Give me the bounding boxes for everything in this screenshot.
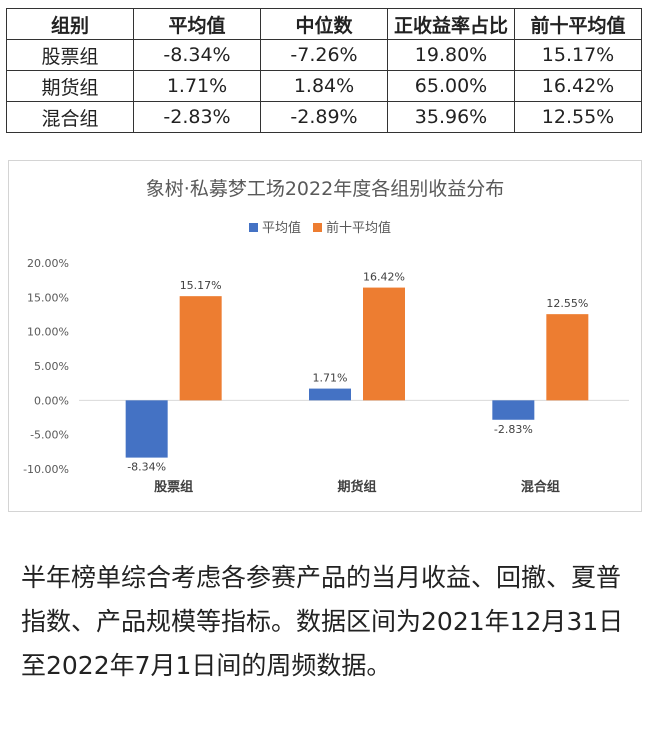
legend-swatch [313,223,322,232]
cell-median: -7.26% [260,39,388,71]
y-tick-label: 0.00% [34,394,69,407]
y-tick-label: 15.00% [27,291,69,304]
cell-positive-ratio: 19.80% [387,39,515,71]
cell-group: 股票组 [6,39,134,71]
cell-mean: 1.71% [133,70,261,102]
x-category-label: 混合组 [521,479,560,495]
header-median: 中位数 [260,8,388,40]
table-row: 混合组 -2.83% -2.89% 35.96% 12.55% [6,101,642,133]
y-tick-label: 5.00% [34,360,69,373]
header-positive-ratio: 正收益率占比 [387,8,515,40]
data-label: 12.55% [546,297,588,310]
cell-median: 1.84% [260,70,388,102]
stats-table: 组别 平均值 中位数 正收益率占比 前十平均值 股票组 -8.34% -7.26… [6,8,642,133]
cell-top10-mean: 16.42% [514,70,642,102]
bar-series-group: -8.34% 15.17% 1.71% 16.42% -2.83% 12.55% [125,271,589,474]
legend-swatch [249,223,258,232]
y-axis: 20.00% 15.00% 10.00% 5.00% 0.00% -5.00% -10.00… [23,257,629,476]
bar-chart: 象树·私募梦工场2022年度各组别收益分布 平均值 前十平均值 20.00% 15.… [23,178,629,495]
table-row: 股票组 -8.34% -7.26% 19.80% 15.17% [6,39,642,71]
bar-top10 [546,314,589,401]
header-mean: 平均值 [133,8,261,40]
y-tick-label: -5.00% [30,429,69,442]
cell-group: 期货组 [6,70,134,102]
data-label: 16.42% [363,271,405,284]
table-header-row: 组别 平均值 中位数 正收益率占比 前十平均值 [6,8,642,40]
header-group: 组别 [6,8,134,40]
chart-legend: 平均值 前十平均值 [249,220,391,236]
bar-mean [492,400,535,420]
cell-mean: -2.83% [133,101,261,133]
table-row: 期货组 1.71% 1.84% 65.00% 16.42% [6,70,642,102]
data-label: -8.34% [127,461,166,474]
bar-top10 [363,287,405,401]
chart-title: 象树·私募梦工场2022年度各组别收益分布 [146,178,504,200]
cell-median: -2.89% [260,101,388,133]
bar-mean [125,400,168,458]
y-tick-label: 10.00% [27,326,69,339]
data-label: 1.71% [313,372,348,385]
note-paragraph: 半年榜单综合考虑各参赛产品的当月收益、回撤、夏普指数、产品规模等指标。数据区间为… [21,563,624,680]
x-axis: 股票组 期货组 混合组 [154,479,560,495]
legend-label: 前十平均值 [326,220,391,236]
data-label: 15.17% [180,279,222,292]
cell-positive-ratio: 65.00% [387,70,515,102]
y-tick-label: 20.00% [27,257,69,270]
bar-top10 [179,296,222,401]
cell-top10-mean: 15.17% [514,39,642,71]
legend-label: 平均值 [262,220,301,236]
header-top10-mean: 前十平均值 [514,8,642,40]
cell-top10-mean: 12.55% [514,101,642,133]
cell-mean: -8.34% [133,39,261,71]
x-category-label: 股票组 [154,479,193,495]
x-category-label: 期货组 [337,479,376,495]
chart-panel: 象树·私募梦工场2022年度各组别收益分布 平均值 前十平均值 20.00% 15.… [8,160,642,512]
bar-mean [309,388,351,401]
cell-group: 混合组 [6,101,134,133]
data-label: -2.83% [494,423,533,436]
cell-positive-ratio: 35.96% [387,101,515,133]
y-tick-label: -10.00% [23,463,69,476]
